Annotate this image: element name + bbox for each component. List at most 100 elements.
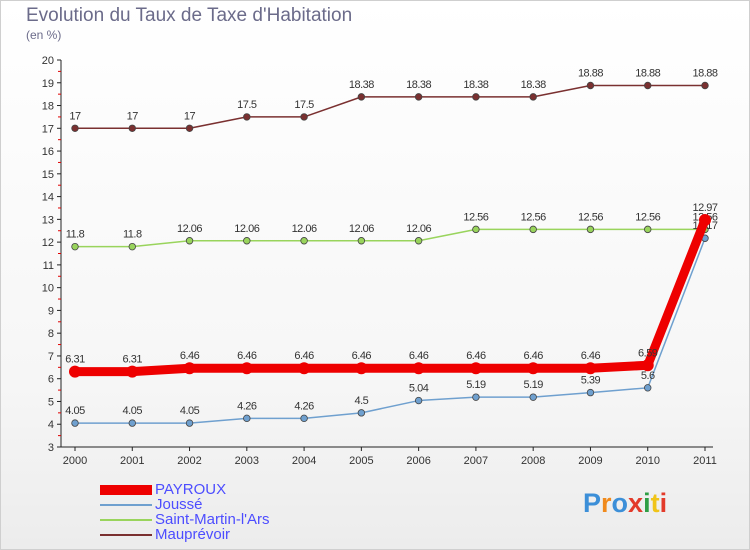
data-label: 17.5 [237,99,257,111]
data-label: 18.38 [521,79,546,91]
data-label: 12.56 [635,211,660,223]
data-point [128,242,136,251]
data-label: 17 [127,110,139,122]
legend: PAYROUX Joussé Saint-Martin-l'Ars Mauprévoi… [100,481,270,543]
y-tick-label: 4 [48,419,54,431]
chart-subtitle: (en %) [26,28,62,42]
data-point [641,359,654,372]
data-point [185,237,194,245]
data-label: 18.38 [406,79,431,91]
data-label: 18.38 [349,79,374,91]
data-point [472,93,480,101]
chart-title: Evolution du Taux de Taxe d'Habitation [26,5,353,26]
series-line-3 [75,84,705,130]
legend-label: PAYROUX [155,481,227,498]
y-tick-label: 14 [42,192,54,204]
legend-label: Mauprévoir [155,526,231,543]
data-label: 6.59 [638,347,658,359]
data-point [529,393,537,401]
data-label: 12.56 [578,211,603,223]
legend-swatch [100,534,152,536]
data-label: 11.8 [123,229,142,241]
data-label: 4.5 [354,395,368,407]
data-label: 6.46 [466,350,486,362]
data-label: 6.46 [180,350,200,362]
data-point [644,225,652,234]
x-tick-label: 2000 [63,455,87,467]
data-label: 18.88 [635,67,660,79]
data-point [243,414,251,423]
legend-swatch [100,504,152,506]
data-point [185,124,194,132]
data-label: 18.38 [463,79,488,91]
legend-item: PAYROUX [100,481,270,498]
data-point [183,362,196,375]
y-tick-label: 10 [42,283,54,295]
x-tick-label: 2010 [635,455,659,467]
data-label: 17 [69,110,81,122]
data-point [357,93,366,101]
data-label: 4.05 [65,405,85,417]
data-label: 17.5 [294,99,314,111]
data-label: 18.88 [578,67,603,79]
data-point [644,384,652,392]
legend-item: Saint-Martin-l'Ars [100,511,270,528]
series-line-1 [75,237,706,424]
data-point [185,419,194,427]
y-tick-label: 7 [48,351,54,363]
legend-label: Saint-Martin-l'Ars [155,511,270,528]
y-tick-label: 20 [42,55,54,67]
data-point [355,362,368,375]
data-label: 6.46 [581,350,601,362]
y-tick-label: 18 [42,101,54,113]
data-label: 12.56 [521,211,546,223]
data-label: 5.19 [523,379,543,391]
logo-letter: o [611,488,629,518]
data-point [644,81,652,90]
data-label: 6.46 [352,350,372,362]
data-label: 4.26 [237,400,257,412]
series-line-2 [75,228,705,248]
logo-letter: t [650,488,660,518]
data-label: 5.6 [641,370,655,382]
data-point [126,365,139,378]
series-line-0 [75,218,710,377]
data-point [414,93,423,101]
data-label: 12.56 [463,211,488,223]
data-point [701,81,709,90]
data-point [300,414,308,423]
data-label: 12.97 [692,202,717,214]
data-point [527,362,540,375]
x-tick-label: 2007 [464,455,488,467]
x-tick-label: 2005 [349,455,373,467]
x-tick-label: 2009 [578,455,602,467]
data-label: 4.05 [180,405,200,417]
data-point [586,225,595,234]
data-point [298,362,311,375]
data-point [472,225,480,234]
data-label: 12.06 [177,223,202,235]
data-point [240,362,253,375]
legend-item: Mauprévoir [100,526,270,543]
data-point [71,419,79,427]
x-tick-label: 2003 [235,455,259,467]
data-point [412,362,425,375]
data-point [529,225,537,234]
data-label: 6.46 [409,350,429,362]
data-label: 12.06 [406,223,431,235]
data-point [586,388,595,397]
y-tick-label: 12 [42,237,54,249]
logo-letter: i [643,488,651,518]
data-label: 6.31 [123,354,143,366]
data-point [128,124,136,132]
data-label: 6.46 [523,350,543,362]
data-label: 6.46 [237,350,257,362]
logo-letter: x [628,488,644,518]
y-tick-label: 17 [42,123,54,135]
x-tick-label: 2011 [693,455,717,467]
data-label: 18.88 [692,67,717,79]
y-tick-label: 3 [48,442,54,454]
data-label: 4.05 [123,405,143,417]
